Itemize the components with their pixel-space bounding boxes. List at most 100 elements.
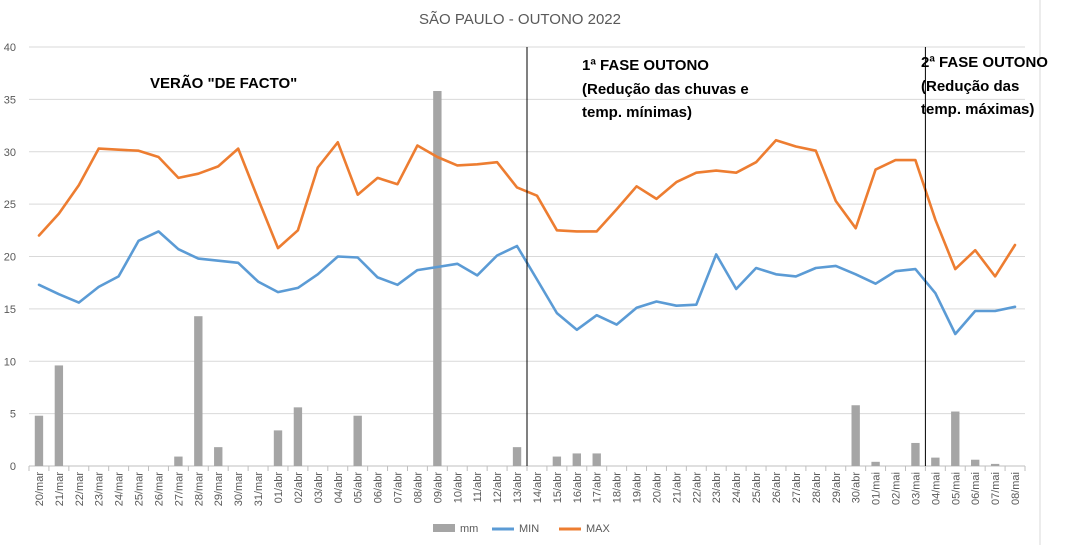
x-tick-label: 30/mar bbox=[233, 472, 245, 507]
x-tick-label: 07/mai bbox=[990, 472, 1002, 505]
x-tick-label: 21/abr bbox=[671, 472, 683, 504]
x-tick-label: 26/mar bbox=[153, 472, 165, 507]
bar-mm bbox=[353, 415, 362, 466]
x-tick-label: 27/mar bbox=[173, 472, 185, 507]
x-tick-label: 03/abr bbox=[313, 472, 325, 504]
x-tick-label: 18/abr bbox=[612, 472, 624, 504]
y-tick-label: 30 bbox=[4, 147, 16, 159]
x-tick-label: 06/mai bbox=[970, 472, 982, 505]
legend-label-max: MAX bbox=[586, 523, 611, 535]
x-tick-label: 20/mar bbox=[34, 472, 46, 507]
bar-mm bbox=[34, 415, 44, 466]
x-tick-label: 07/abr bbox=[393, 472, 405, 504]
y-tick-label: 20 bbox=[4, 252, 16, 264]
x-tick-label: 09/abr bbox=[432, 472, 444, 504]
y-tick-label: 5 bbox=[10, 409, 16, 421]
y-tick-label: 15 bbox=[4, 304, 16, 316]
legend-swatch-mm bbox=[433, 524, 455, 532]
bar-mm bbox=[214, 447, 223, 466]
bar-mm bbox=[951, 411, 960, 466]
bar-mm bbox=[931, 457, 940, 466]
x-tick-label: 25/abr bbox=[751, 472, 763, 504]
x-tick-label: 11/abr bbox=[472, 472, 484, 503]
y-tick-label: 10 bbox=[4, 356, 16, 368]
bar-mm bbox=[990, 463, 1000, 466]
x-tick-label: 23/mar bbox=[94, 472, 106, 507]
bar-mm bbox=[174, 456, 183, 466]
x-tick-label: 05/mai bbox=[950, 472, 962, 505]
bar-mm bbox=[512, 447, 522, 466]
annotation-fase2-line-1: 2ª FASE OUTONO bbox=[921, 54, 1048, 71]
x-tick-label: 19/abr bbox=[632, 472, 644, 504]
y-tick-label: 0 bbox=[10, 461, 16, 473]
y-tick-label: 25 bbox=[4, 199, 16, 211]
annotation-fase1-line-3: temp. mínimas) bbox=[582, 104, 692, 121]
chart-title: SÃO PAULO - OUTONO 2022 bbox=[419, 11, 621, 28]
annotation-fase2-line-2: (Redução das bbox=[921, 78, 1019, 95]
x-tick-label: 31/mar bbox=[253, 472, 265, 507]
x-tick-label: 06/abr bbox=[373, 472, 385, 504]
bar-mm bbox=[592, 453, 601, 466]
x-tick-label: 20/abr bbox=[651, 472, 663, 504]
x-tick-label: 29/abr bbox=[831, 472, 843, 504]
annotation-verao-line-1: VERÃO "DE FACTO" bbox=[150, 74, 297, 92]
x-tick-label: 14/abr bbox=[532, 472, 544, 504]
legend-label-min: MIN bbox=[519, 523, 539, 535]
x-tick-label: 28/mar bbox=[193, 472, 205, 507]
y-axis: 0 5 10 15 20 25 30 35 40 bbox=[4, 42, 16, 473]
annotation-verao: VERÃO "DE FACTO" bbox=[150, 74, 297, 92]
x-tick-label: 02/mai bbox=[891, 472, 903, 505]
bar-series-mm bbox=[34, 90, 1000, 467]
annotation-fase2-line-3: temp. máximas) bbox=[921, 101, 1034, 118]
x-tick-label: 01/mai bbox=[871, 472, 883, 505]
x-tick-label: 04/mai bbox=[930, 472, 942, 505]
x-tick-label: 08/mai bbox=[1010, 472, 1022, 505]
legend-label-mm: mm bbox=[460, 523, 478, 535]
phase-dividers bbox=[526, 47, 926, 466]
x-tick-label: 16/abr bbox=[572, 472, 584, 504]
x-tick-label: 15/abr bbox=[552, 472, 564, 504]
x-tick-label: 21/mar bbox=[54, 472, 66, 507]
bar-mm bbox=[572, 453, 581, 466]
x-tick-label: 08/abr bbox=[412, 472, 424, 504]
x-tick-label: 02/abr bbox=[293, 472, 305, 504]
x-tick-label: 10/abr bbox=[452, 472, 464, 504]
annotation-fase1-line-2: (Redução das chuvas e bbox=[582, 81, 749, 98]
bar-mm bbox=[54, 365, 64, 466]
y-tick-label: 40 bbox=[4, 42, 16, 54]
x-tick-label: 30/abr bbox=[851, 472, 863, 504]
annotation-fase1: 1ª FASE OUTONO (Redução das chuvas e tem… bbox=[582, 57, 749, 121]
x-tick-label: 23/abr bbox=[711, 472, 723, 504]
legend: mm MIN MAX bbox=[433, 523, 611, 535]
x-tick-label: 28/abr bbox=[811, 472, 823, 504]
x-tick-label: 24/abr bbox=[731, 472, 743, 504]
bar-mm bbox=[194, 316, 203, 466]
x-tick-label: 01/abr bbox=[273, 472, 285, 504]
bar-mm bbox=[293, 407, 303, 466]
x-tick-label: 03/mai bbox=[910, 472, 922, 505]
x-tick-label: 22/mar bbox=[74, 472, 86, 507]
bar-mm bbox=[433, 90, 442, 467]
annotation-fase2: 2ª FASE OUTONO (Redução das temp. máxima… bbox=[921, 54, 1048, 118]
x-tick-label: 27/abr bbox=[791, 472, 803, 504]
x-tick-label: 24/mar bbox=[114, 472, 126, 507]
x-tick-label: 22/abr bbox=[691, 472, 703, 504]
x-tick-label: 13/abr bbox=[512, 472, 524, 504]
bar-mm bbox=[871, 461, 880, 466]
bar-mm bbox=[273, 430, 283, 466]
bar-mm bbox=[552, 456, 562, 466]
bar-mm bbox=[911, 442, 920, 466]
x-tick-label: 29/mar bbox=[213, 472, 225, 507]
x-axis: 20/mar 21/mar 22/mar 23/mar 24/mar 25/mar 26/m… bbox=[28, 466, 1026, 507]
bar-mm bbox=[971, 459, 980, 466]
x-tick-label: 12/abr bbox=[492, 472, 504, 504]
x-tick-label: 25/mar bbox=[134, 472, 146, 507]
annotation-fase1-line-1: 1ª FASE OUTONO bbox=[582, 57, 709, 74]
x-tick-label: 04/abr bbox=[333, 472, 345, 504]
x-tick-label: 17/abr bbox=[592, 472, 604, 504]
x-tick-label: 26/abr bbox=[771, 472, 783, 504]
bar-mm bbox=[851, 405, 860, 466]
y-tick-label: 35 bbox=[4, 94, 16, 106]
